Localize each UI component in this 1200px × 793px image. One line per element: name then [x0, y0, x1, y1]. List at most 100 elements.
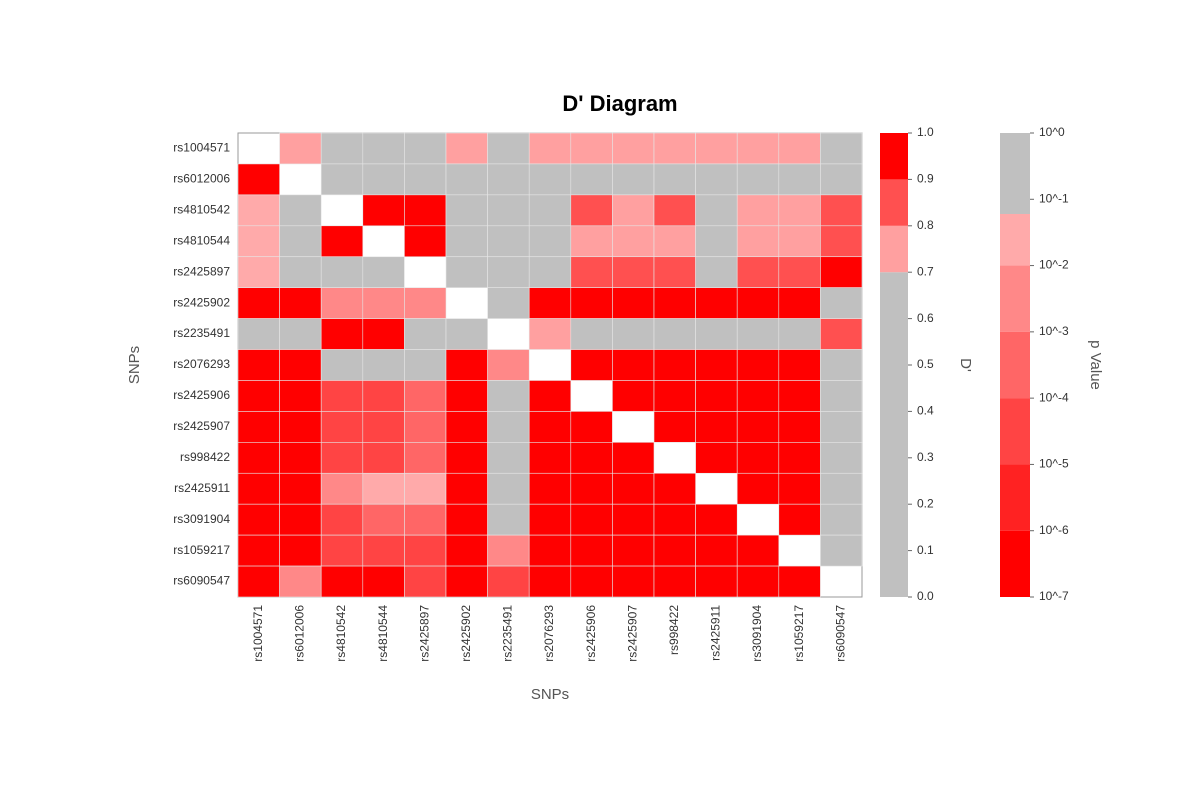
colorbar-band: [1000, 398, 1030, 465]
heatmap-cell: [279, 503, 322, 536]
colorbar-tick-label: 10^-3: [1039, 324, 1069, 338]
heatmap-cell: [820, 411, 863, 443]
heatmap-cell: [528, 472, 572, 505]
heatmap-cell: [362, 318, 405, 350]
y-tick-label: rs1004571: [173, 141, 230, 155]
heatmap-cell: [778, 472, 821, 505]
heatmap-cell: [487, 472, 530, 505]
y-tick-label: rs998422: [180, 450, 230, 464]
heatmap-cell: [570, 442, 613, 474]
y-tick-label: rs4810542: [173, 203, 230, 217]
heatmap-cell: [570, 472, 613, 505]
heatmap-cell: [404, 442, 447, 474]
heatmap-cell: [320, 472, 364, 505]
heatmap-cell: [736, 442, 780, 474]
heatmap-cell: [695, 194, 738, 227]
heatmap-cell: [653, 287, 696, 319]
y-tick-label: rs1059217: [173, 543, 230, 557]
x-tick-label: rs3091904: [750, 605, 764, 662]
heatmap-cell: [778, 318, 821, 350]
x-tick-label: rs4810544: [376, 605, 390, 662]
heatmap-cell: [570, 534, 613, 567]
heatmap-cell: [570, 287, 613, 319]
x-tick-label: rs998422: [667, 605, 681, 655]
heatmap-cell: [695, 503, 738, 536]
heatmap-cell: [404, 380, 447, 412]
heatmap-cell: [695, 534, 738, 567]
heatmap-cell: [404, 472, 447, 505]
heatmap-cell: [695, 287, 738, 319]
colorbar-label: p Value: [1087, 340, 1104, 390]
heatmap-cell: [487, 565, 530, 598]
heatmap-cell: [362, 349, 405, 381]
heatmap-cell: [820, 163, 863, 196]
heatmap-cell: [445, 132, 488, 165]
heatmap-cell: [653, 503, 696, 536]
heatmap-cell: [570, 349, 613, 381]
heatmap-cell: [320, 503, 364, 536]
heatmap-cell: [237, 503, 280, 536]
heatmap-cell: [653, 256, 696, 288]
x-tick-label: rs2235491: [501, 605, 515, 662]
heatmap-cell: [695, 349, 738, 381]
y-tick-label: rs2425897: [173, 264, 230, 278]
heatmap-cell: [612, 225, 655, 258]
heatmap-cell: [487, 194, 530, 227]
x-tick-label: rs2425906: [584, 605, 598, 662]
heatmap-cell: [778, 411, 821, 443]
heatmap-cell: [778, 194, 821, 227]
heatmap-cell: [404, 503, 447, 536]
heatmap-cell: [695, 225, 738, 258]
heatmap-cell: [404, 194, 447, 227]
heatmap-cell: [487, 411, 530, 443]
y-axis-label: SNPs: [126, 346, 143, 384]
heatmap-cell: [778, 132, 821, 165]
heatmap-cell: [320, 163, 364, 196]
heatmap-cell: [820, 380, 863, 412]
heatmap-cell: [820, 132, 863, 165]
heatmap-cell: [695, 411, 738, 443]
heatmap-cell: [445, 163, 488, 196]
y-tick-label: rs6090547: [173, 574, 230, 588]
heatmap-cell: [820, 256, 863, 288]
heatmap-cell: [237, 194, 280, 227]
heatmap-cell: [570, 194, 613, 227]
heatmap-cell: [445, 442, 488, 474]
heatmap-cell: [445, 503, 488, 536]
heatmap-cell: [695, 132, 738, 165]
heatmap-cell: [778, 565, 821, 598]
heatmap-cell: [487, 287, 530, 319]
heatmap-cell: [320, 442, 364, 474]
heatmap-cell: [320, 256, 364, 288]
heatmap-cell: [736, 472, 780, 505]
heatmap-cell: [404, 411, 447, 443]
heatmap-cell: [653, 472, 696, 505]
heatmap-cell: [570, 565, 613, 598]
heatmap-cell: [237, 442, 280, 474]
heatmap-cell: [237, 411, 280, 443]
colorbar-tick-label: 1.0: [917, 125, 934, 139]
heatmap-cell: [736, 132, 780, 165]
heatmap-cell: [237, 256, 280, 288]
heatmap-cell: [279, 349, 322, 381]
y-tick-label: rs4810544: [173, 233, 230, 247]
heatmap-cell: [653, 380, 696, 412]
heatmap-cell: [487, 442, 530, 474]
heatmap-cell: [362, 132, 405, 165]
heatmap-cell: [653, 318, 696, 350]
heatmap-cell: [487, 163, 530, 196]
heatmap-cell: [279, 565, 322, 598]
heatmap-cell: [528, 163, 572, 196]
heatmap-cell: [612, 349, 655, 381]
x-tick-label: rs1004571: [251, 605, 265, 662]
heatmap-cell: [528, 287, 572, 319]
colorbar-tick-label: 0.5: [917, 357, 934, 371]
colorbar-tick-label: 10^-6: [1039, 523, 1069, 537]
heatmap-cell: [612, 503, 655, 536]
heatmap-cell: [320, 225, 364, 258]
colorbar-tick-label: 0.8: [917, 218, 934, 232]
heatmap-cell: [736, 349, 780, 381]
heatmap-cell: [695, 318, 738, 350]
heatmap-cell: [528, 442, 572, 474]
colorbar-band: [880, 225, 908, 273]
